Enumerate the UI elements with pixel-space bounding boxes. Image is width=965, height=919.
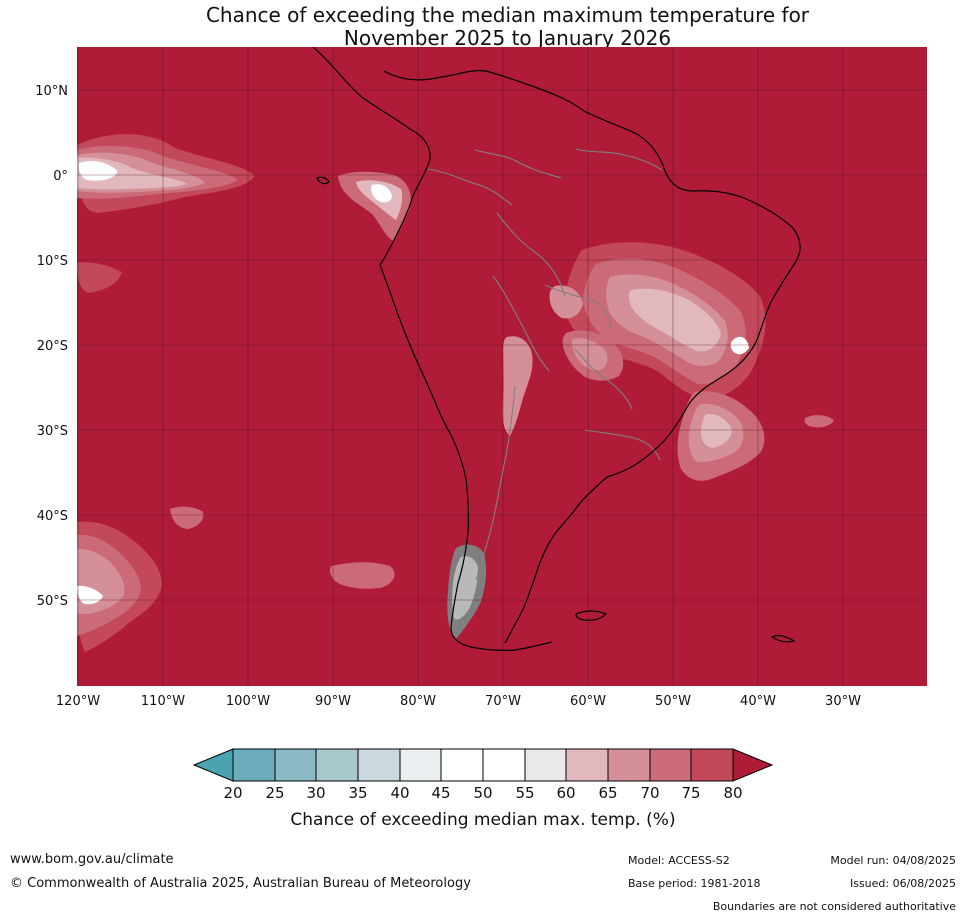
lon-label-70w: 70°W	[485, 694, 521, 709]
lat-label-10n: 10°N	[35, 84, 68, 99]
lon-label-40w: 40°W	[740, 694, 776, 709]
footer-issued: Issued: 06/08/2025	[849, 877, 956, 890]
footer-model-run: Model run: 04/08/2025	[830, 854, 956, 867]
border-bolivia-chile	[492, 275, 550, 372]
legend-tick-35: 35	[348, 784, 367, 802]
lat-label-10s: 10°S	[37, 254, 68, 269]
coast-north-east-brazil	[383, 70, 801, 478]
coastlines	[312, 47, 801, 651]
atlantic-small-patch	[804, 415, 834, 428]
legend-bin-45-50	[440, 748, 484, 782]
lon-label-80w: 80°W	[400, 694, 436, 709]
legend-bin-75-80	[690, 748, 734, 782]
andes-patch-65	[502, 336, 533, 436]
border-colombia-venezuela	[474, 149, 562, 179]
legend-arrow-high	[732, 748, 774, 782]
legend-bin-50-55	[482, 748, 526, 782]
footer-base-period: Base period: 1981-2018	[628, 877, 761, 890]
legend-tick-70: 70	[640, 784, 659, 802]
border-uruguay	[584, 429, 661, 461]
legend-bin-35-40	[357, 748, 401, 782]
footer-model: Model: ACCESS-S2	[628, 854, 730, 867]
legend-tick-30: 30	[306, 784, 325, 802]
se-pacific-white-core	[77, 585, 103, 605]
paraguay-patch-65	[571, 338, 608, 371]
pacific-eq-core-white	[78, 160, 118, 181]
map-plot	[77, 47, 927, 686]
lat-label-0: 0°	[53, 169, 68, 184]
legend-tick-40: 40	[390, 784, 409, 802]
legend-bins	[232, 748, 734, 782]
ecuador-core-white	[370, 184, 392, 203]
legend-bin-40-45	[399, 748, 442, 782]
legend-arrow-low	[192, 748, 234, 782]
galapagos	[316, 176, 330, 185]
footer-copyright: © Commonwealth of Australia 2025, Austra…	[10, 876, 471, 891]
legend-tick-65: 65	[598, 784, 617, 802]
title-line-1: Chance of exceeding the median maximum t…	[205, 3, 810, 27]
coast-central-america-ecuador	[312, 47, 431, 266]
legend-bin-30-35	[315, 748, 359, 782]
lon-label-60w: 60°W	[570, 694, 606, 709]
border-bolivia-brazil	[544, 284, 612, 330]
border-guiana-shield	[575, 148, 663, 171]
lat-label-40s: 40°S	[37, 509, 68, 524]
peru-offshore-patch	[77, 262, 122, 293]
lon-label-30w: 30°W	[825, 694, 861, 709]
title-block: Chance of exceeding the median maximum t…	[0, 4, 965, 50]
border-chile-argentina	[475, 385, 516, 581]
legend-tick-75: 75	[681, 784, 700, 802]
lon-label-100w: 100°W	[226, 694, 270, 709]
legend-bin-25-30	[274, 748, 317, 782]
legend-label: Chance of exceeding median max. temp. (%…	[290, 810, 675, 830]
bolivia-patch-65	[549, 285, 583, 319]
patagonia-light-band	[452, 556, 478, 620]
brazil-patch-60	[628, 288, 721, 352]
atlantic-patch-60	[700, 413, 732, 448]
lat-label-30s: 30°S	[37, 424, 68, 439]
border-paraguay-argentina	[574, 348, 633, 410]
lon-label-110w: 110°W	[141, 694, 185, 709]
title-line-2: November 2025 to January 2026	[343, 26, 672, 50]
legend-tick-60: 60	[556, 784, 575, 802]
legend-bin-20-25	[232, 748, 276, 782]
legend-bin-65-70	[607, 748, 651, 782]
legend-tick-45: 45	[431, 784, 450, 802]
border-peru-brazil	[496, 212, 566, 297]
country-borders	[427, 148, 663, 581]
legend-bin-55-60	[524, 748, 567, 782]
lat-label-50s: 50°S	[37, 594, 68, 609]
legend: 20 25 30 35 40 45 50 55 60 65 70 75 80 C…	[192, 748, 774, 830]
legend-tick-20: 20	[223, 784, 242, 802]
footer-disclaimer: Boundaries are not considered authoritat…	[712, 900, 956, 913]
longitude-gridlines	[77, 47, 844, 686]
coast-west-south	[379, 264, 553, 651]
lon-label-50w: 50°W	[655, 694, 691, 709]
latitude-labels: 10°N 0° 10°S 20°S 30°S 40°S 50°S	[35, 84, 68, 609]
legend-bin-70-75	[649, 748, 692, 782]
footer-url: www.bom.gov.au/climate	[10, 852, 174, 867]
southeast-pacific-band	[330, 562, 395, 589]
lon-label-120w: 120°W	[56, 694, 100, 709]
border-colombia-ecuador-peru	[427, 168, 513, 206]
legend-bin-60-65	[565, 748, 609, 782]
legend-tick-80: 80	[723, 784, 742, 802]
legend-tick-labels: 20 25 30 35 40 45 50 55 60 65 70 75 80	[223, 784, 742, 802]
legend-tick-50: 50	[473, 784, 492, 802]
brazil-white-core	[730, 336, 749, 355]
mid-pacific-small-patch	[170, 506, 204, 529]
lon-label-90w: 90°W	[315, 694, 351, 709]
lat-label-20s: 20°S	[37, 339, 68, 354]
falklands	[575, 610, 608, 621]
legend-tick-25: 25	[265, 784, 284, 802]
south-georgia	[770, 635, 796, 643]
longitude-labels: 120°W 110°W 100°W 90°W 80°W 70°W 60°W 50…	[56, 694, 861, 709]
coast-argentina-east	[504, 476, 608, 644]
map-background	[77, 47, 927, 686]
legend-tick-55: 55	[515, 784, 534, 802]
latitude-gridlines	[77, 89, 927, 601]
